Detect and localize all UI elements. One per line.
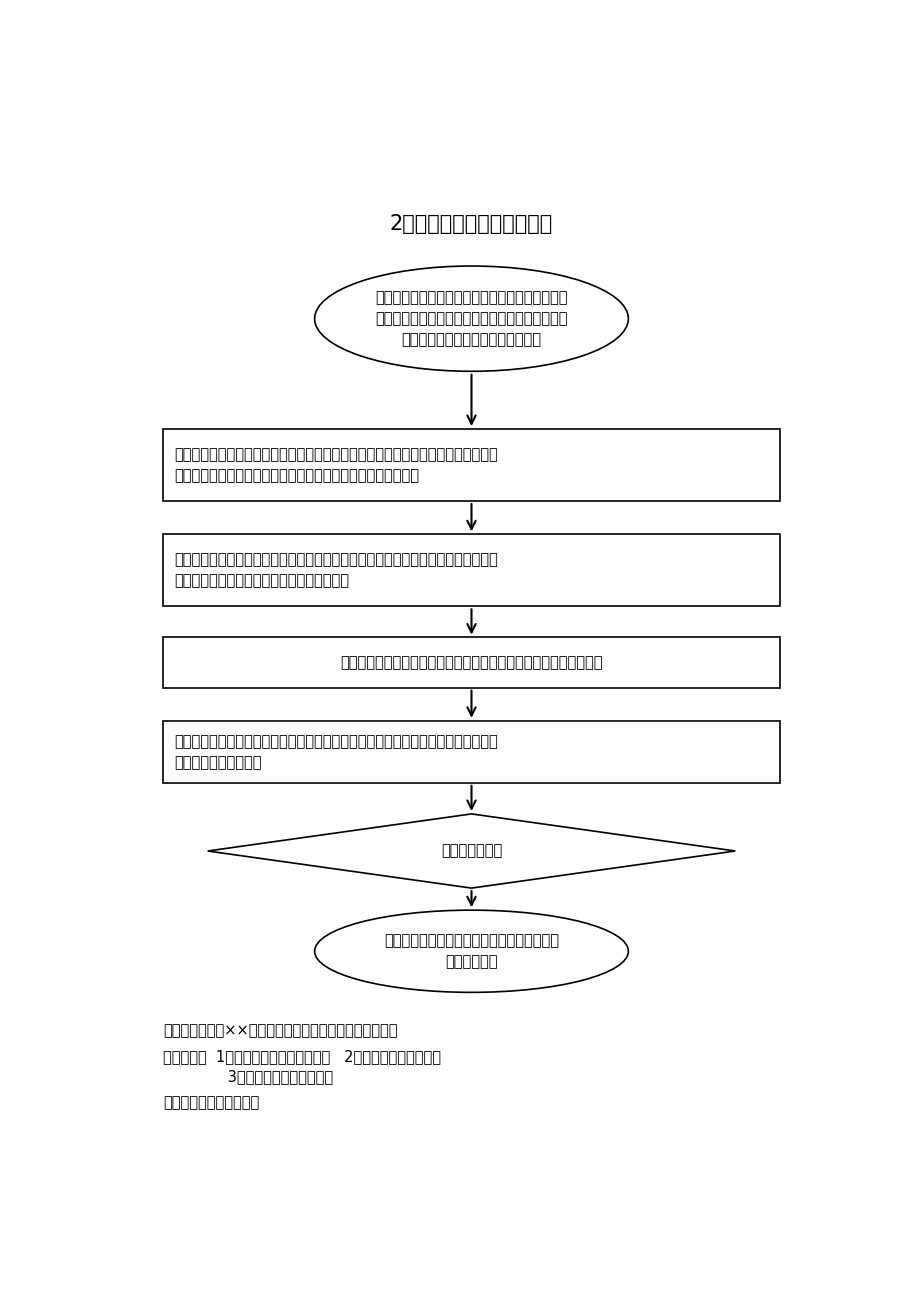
Text: 相关记录：  1、《教学计划管理审批表》   2、《教学执行计划表》: 相关记录： 1、《教学计划管理审批表》 2、《教学执行计划表》 [164,1049,441,1064]
Text: 教务处于每学期第八周前征求各系（院）对教学计
划执行情况的意见，如系（院）需要对教学计划做
出调整的，需提前报主管院领导审批: 教务处于每学期第八周前征求各系（院）对教学计 划执行情况的意见，如系（院）需要对… [375,290,567,348]
Text: 支持性文件：《××工程技术职业学院日常教学管理规定》: 支持性文件：《××工程技术职业学院日常教学管理规定》 [164,1023,398,1038]
Text: 各系（院）于第九周根据各专业教学计划和已开课程核对教务处制作的教学执行计划
初表，系（院）主任签署意见后反馈给教务处: 各系（院）于第九周根据各专业教学计划和已开课程核对教务处制作的教学执行计划 初表… [174,552,497,589]
Text: 2、教学执行计划编制流程图: 2、教学执行计划编制流程图 [390,215,552,234]
Text: 第十六周，教务处按照相关规定和要求对各课程教师的任课资格、是否新开课、新开
课试讲等情况进行审查: 第十六周，教务处按照相关规定和要求对各课程教师的任课资格、是否新开课、新开 课试… [174,734,497,769]
Text: 各系（院）、教务处根据审批后的教学执行计
划编制课程表: 各系（院）、教务处根据审批后的教学执行计 划编制课程表 [383,934,559,969]
Text: 分管院领导审批: 分管院领导审批 [440,844,502,858]
Text: 教务处根据教学计划，于每学期第八周制定下学期的教学执行计划初表，安排下学期
应开课程及其他教学环节的教学任务、课时数等，确定考核方式: 教务处根据教学计划，于每学期第八周制定下学期的教学执行计划初表，安排下学期 应开… [174,447,497,483]
Text: 协助性部门：各系（院）: 协助性部门：各系（院） [164,1095,259,1111]
Text: 3、《教师新开课审批表》: 3、《教师新开课审批表》 [164,1069,334,1085]
Text: 第十至十五周间，各系（院）落实各课程的任课教师及上课的时间段: 第十至十五周间，各系（院）落实各课程的任课教师及上课的时间段 [340,655,602,671]
